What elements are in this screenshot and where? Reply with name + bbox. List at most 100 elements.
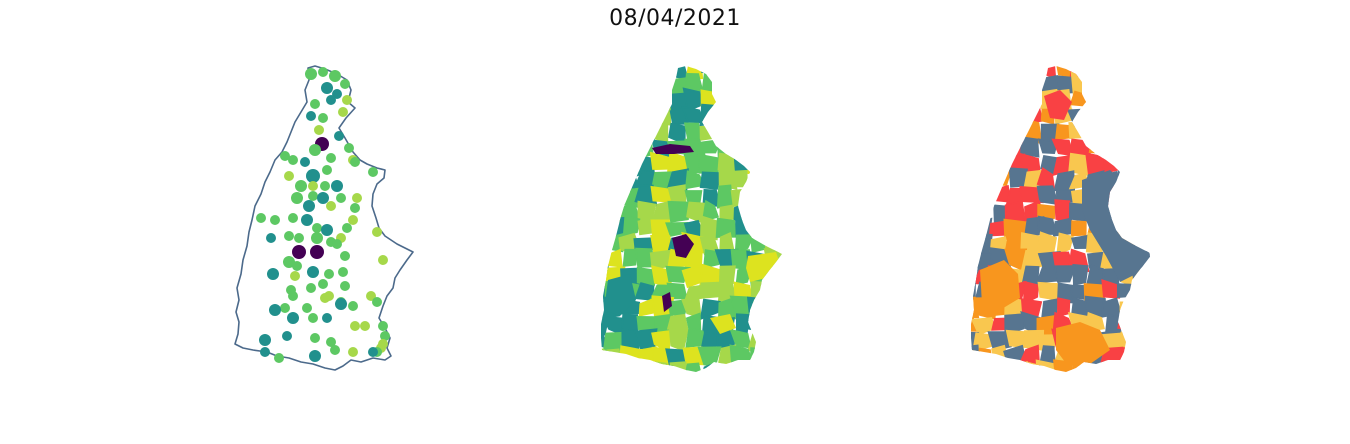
municipality-region [1151, 89, 1152, 108]
municipality-region [1082, 170, 1150, 282]
municipality-region [729, 92, 754, 112]
municipality-marker [308, 181, 318, 191]
municipality-marker [306, 169, 320, 183]
municipality-marker [288, 213, 298, 223]
municipality-marker [314, 125, 324, 135]
municipality-region [1020, 66, 1040, 81]
municipality-region [1117, 311, 1141, 334]
municipality-region [601, 252, 609, 272]
municipality-marker [288, 291, 298, 301]
municipality-region [1020, 249, 1043, 272]
municipality-region [1132, 186, 1152, 208]
municipality-region [601, 170, 608, 193]
municipality-region [746, 155, 769, 177]
municipality-region [746, 315, 770, 334]
municipality-region [762, 186, 782, 208]
municipality-region [1154, 186, 1160, 207]
municipality-marker [284, 171, 294, 181]
bubble-map-panel [234, 65, 414, 371]
municipality-marker [332, 239, 342, 249]
municipality-region [971, 184, 979, 208]
municipality-region [1149, 74, 1152, 93]
municipality-region [1115, 104, 1140, 126]
municipality-region [651, 66, 674, 81]
municipality-region [601, 76, 608, 95]
municipality-region [1150, 217, 1152, 241]
municipality-marker [317, 192, 329, 204]
municipality-region [1149, 282, 1152, 303]
municipality-region [1136, 122, 1152, 145]
municipality-region [1004, 124, 1024, 140]
municipality-region [669, 361, 690, 372]
municipality-region [622, 66, 638, 77]
municipality-marker [326, 95, 336, 105]
municipality-marker [291, 192, 303, 204]
municipality-region [763, 332, 782, 351]
municipality-region [1132, 280, 1152, 305]
municipality-region [1117, 328, 1141, 349]
municipality-region [975, 347, 993, 367]
municipality-region [1116, 283, 1141, 299]
municipality-region [601, 66, 611, 79]
municipality-region [635, 66, 658, 80]
municipality-region [971, 282, 976, 301]
municipality-marker [256, 213, 266, 223]
municipality-region [988, 93, 1011, 109]
municipality-region [987, 331, 1012, 352]
municipality-region [975, 124, 995, 144]
municipality-region [719, 72, 737, 92]
municipality-marker [360, 321, 370, 331]
municipality-region [731, 169, 748, 188]
municipality-region [666, 313, 689, 332]
municipality-region [971, 157, 979, 176]
municipality-marker [306, 111, 316, 121]
municipality-region [780, 218, 782, 238]
municipality-region [1148, 265, 1152, 286]
municipality-region [602, 152, 625, 174]
municipality-region [776, 77, 782, 92]
municipality-region [1006, 107, 1029, 127]
municipality-region [634, 365, 657, 372]
municipality-region [1135, 314, 1152, 333]
municipality-marker [303, 200, 315, 212]
municipality-region [1148, 363, 1152, 372]
municipality-region [604, 199, 623, 224]
municipality-marker [309, 144, 321, 156]
municipality-region [1120, 360, 1140, 372]
municipality-region [699, 281, 722, 299]
municipality-marker [311, 232, 323, 244]
municipality-region [749, 232, 766, 253]
municipality-marker [280, 151, 290, 161]
municipality-region [779, 89, 782, 110]
municipality-region [703, 249, 721, 269]
municipality-region [1135, 359, 1152, 372]
municipality-region [699, 298, 721, 321]
municipality-marker [372, 297, 382, 307]
municipality-region [1148, 345, 1152, 363]
municipality-region [637, 106, 657, 125]
municipality-region [606, 248, 623, 268]
municipality-region [602, 89, 626, 111]
municipality-region [717, 93, 739, 110]
municipality-region [778, 233, 782, 256]
municipality-marker [302, 303, 312, 313]
municipality-region [779, 297, 782, 321]
municipality-region [735, 74, 752, 95]
municipality-region [748, 71, 770, 95]
municipality-region [1148, 66, 1152, 74]
municipality-marker [368, 347, 378, 357]
municipality-region [764, 66, 782, 80]
municipality-region [989, 155, 1010, 173]
municipality-region [731, 104, 754, 127]
municipality-region [1118, 72, 1139, 94]
municipality-marker [318, 113, 328, 123]
municipality-marker [294, 233, 304, 243]
municipality-marker [310, 99, 320, 109]
municipality-region [763, 297, 781, 321]
municipality-region [761, 204, 782, 219]
municipality-region [764, 215, 782, 238]
municipality-marker [318, 279, 328, 289]
municipality-region [1132, 72, 1152, 94]
municipality-region [1072, 263, 1089, 286]
municipality-region [1116, 155, 1141, 177]
